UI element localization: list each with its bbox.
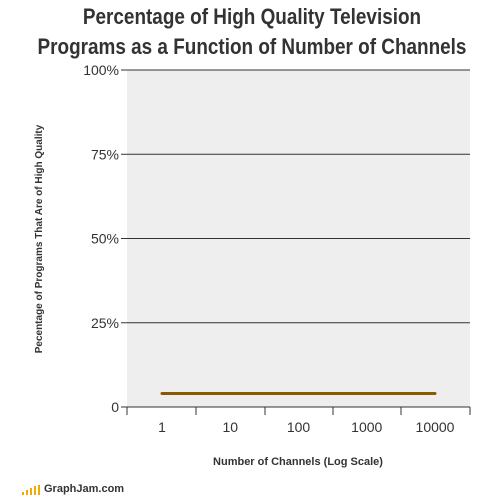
y-tick-label: 75%: [91, 146, 119, 162]
y-tick-label: 0: [111, 399, 119, 415]
x-tick-label: 1: [158, 419, 166, 435]
x-axis-label: Number of Channels (Log Scale): [213, 456, 383, 468]
x-tick-label: 10: [222, 419, 238, 435]
x-tick-label: 100: [287, 419, 311, 435]
chart-title: Percentage of High Quality Television Pr…: [35, 2, 468, 62]
site-footer: GraphJam.com: [22, 483, 124, 495]
y-tick-label: 100%: [83, 62, 119, 78]
x-tick-label: 1000: [351, 419, 382, 435]
y-tick-label: 25%: [91, 315, 119, 331]
y-tick-label: 50%: [91, 231, 119, 247]
chart-title-line-1: Percentage of High Quality Television: [82, 4, 422, 29]
x-tick-label: 10000: [416, 419, 455, 435]
site-name[interactable]: GraphJam.com: [44, 483, 125, 495]
graphjam-logo-icon: [22, 485, 40, 495]
y-axis-label: Pecentage of Programs That Are of High Q…: [34, 124, 45, 353]
chart-title-line-2: Programs as a Function of Number of Chan…: [37, 34, 467, 59]
